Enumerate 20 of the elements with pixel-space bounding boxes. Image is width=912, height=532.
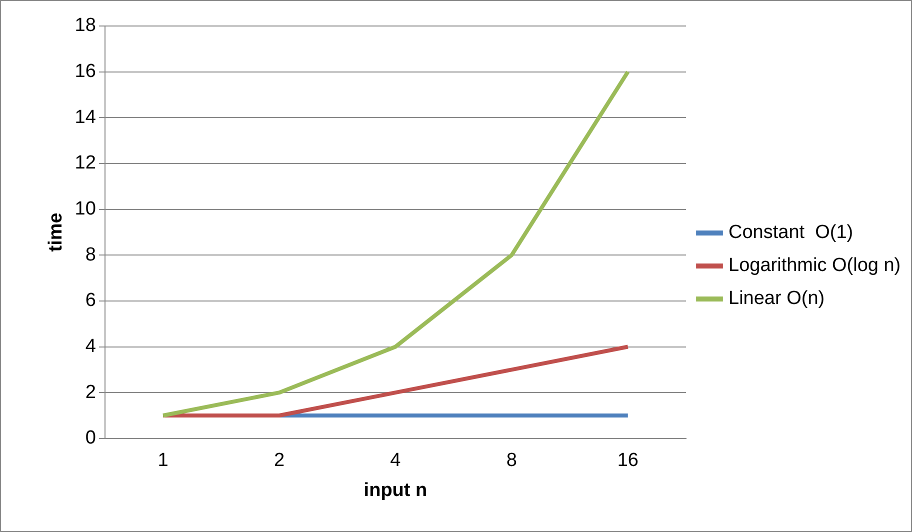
x-tick-label: 16 [617,450,638,472]
y-tick-label: 16 [74,61,96,82]
y-tick-label: 2 [85,382,96,403]
x-axis-title: input n [364,480,428,501]
y-tick-label: 6 [85,290,96,312]
y-tick-label: 8 [85,244,96,266]
y-axis-title: time [46,212,67,252]
x-tick-label: 4 [390,450,402,472]
y-tick-label: 18 [74,15,96,36]
legend-label: Constant O(1) [728,222,854,244]
legend-label: Linear O(n) [728,288,825,310]
y-tick-label: 14 [74,106,96,128]
x-tick-label: 2 [274,450,285,472]
legend-label: Logarithmic O(log n) [728,255,901,276]
y-tick-label: 12 [74,152,96,174]
x-tick-label: 1 [158,450,168,472]
y-tick-label: 4 [85,336,96,357]
y-tick-label: 0 [85,428,96,449]
y-tick-label: 10 [74,198,96,220]
x-tick-label: 8 [506,450,517,472]
